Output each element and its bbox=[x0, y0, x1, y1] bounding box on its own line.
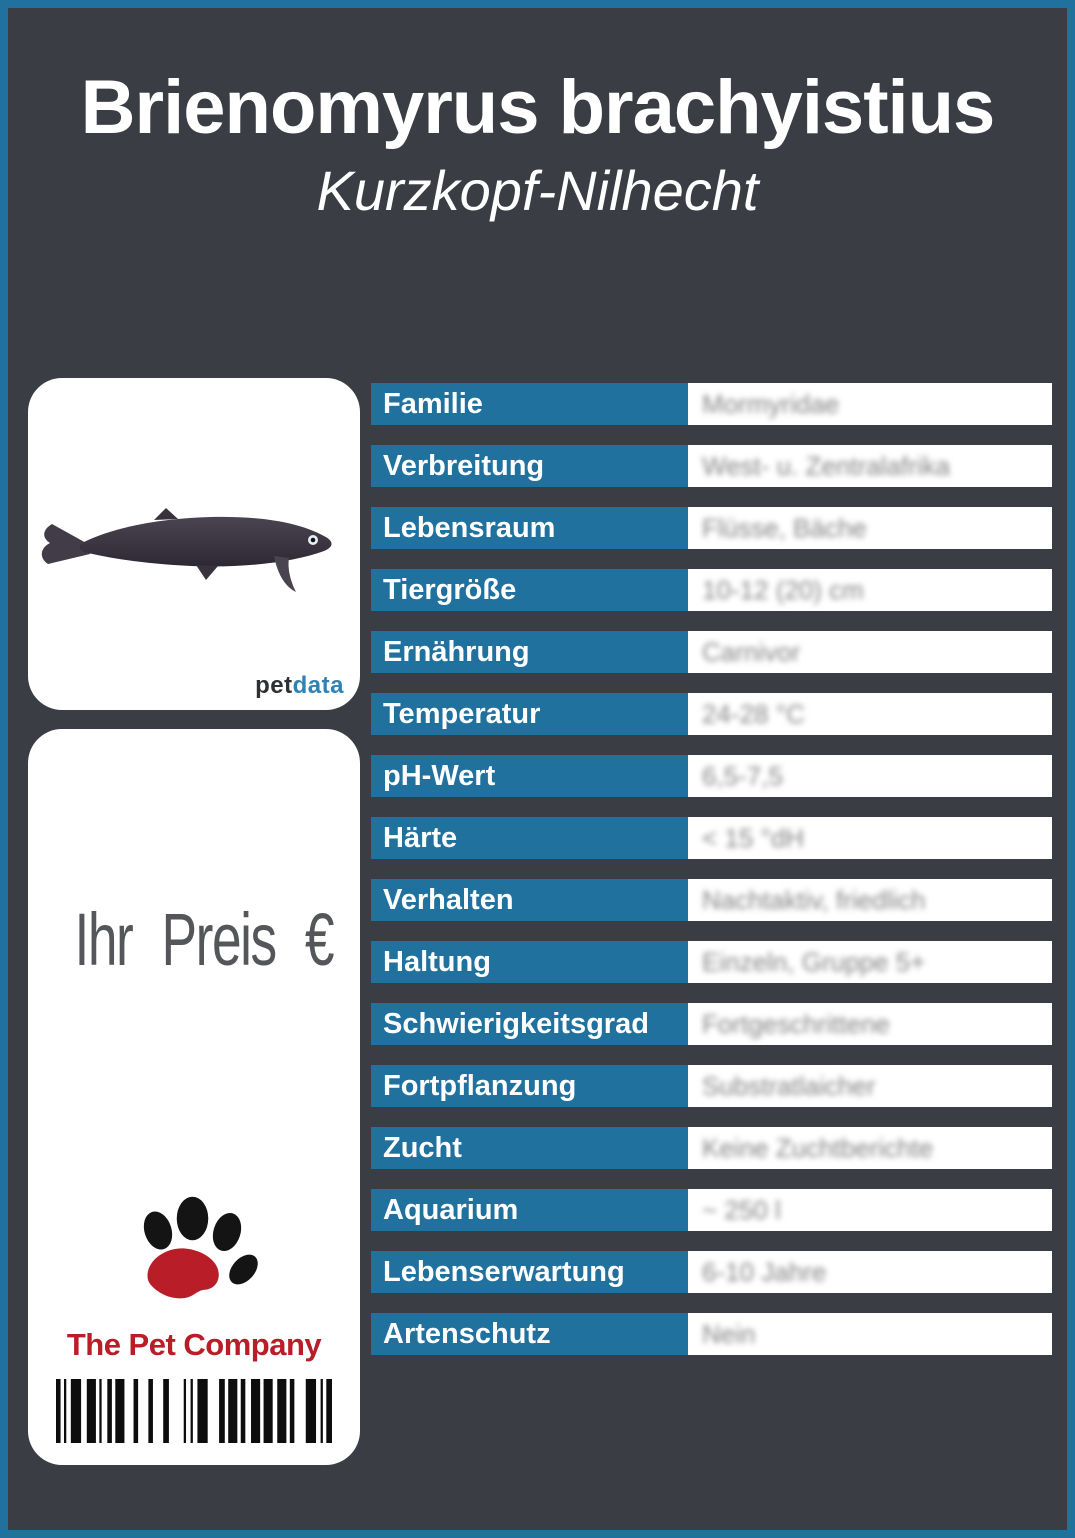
table-row: Familie Mormyridae bbox=[371, 383, 1052, 425]
row-label: Verbreitung bbox=[371, 445, 688, 487]
row-label: pH-Wert bbox=[371, 755, 688, 797]
table-row: Lebenserwartung 6-10 Jahre bbox=[371, 1251, 1052, 1293]
table-row: Verhalten Nachtaktiv, friedlich bbox=[371, 879, 1052, 921]
table-row: Verbreitung West- u. Zentralafrika bbox=[371, 445, 1052, 487]
row-value-cell: ~ 250 l bbox=[688, 1189, 1052, 1231]
row-label: Aquarium bbox=[371, 1189, 688, 1231]
row-label: Lebenserwartung bbox=[371, 1251, 688, 1293]
price-label: Ihr Preis € bbox=[74, 898, 334, 981]
row-value: ~ 250 l bbox=[702, 1195, 781, 1225]
row-value: Substratlaicher bbox=[702, 1071, 876, 1101]
paw-print-icon bbox=[119, 1191, 269, 1327]
row-value: Nachtaktiv, friedlich bbox=[702, 885, 926, 915]
barcode bbox=[56, 1379, 332, 1443]
table-row: Ernährung Carnivor bbox=[371, 631, 1052, 673]
row-value-cell: 6,5-7,5 bbox=[688, 755, 1052, 797]
row-value: Fortgeschrittene bbox=[702, 1009, 890, 1039]
spec-table: Familie Mormyridae Verbreitung West- u. … bbox=[371, 383, 1052, 1375]
table-row: Artenschutz Nein bbox=[371, 1313, 1052, 1355]
row-value: Einzeln, Gruppe 5+ bbox=[702, 947, 926, 977]
row-label: Fortpflanzung bbox=[371, 1065, 688, 1107]
table-row: Aquarium ~ 250 l bbox=[371, 1189, 1052, 1231]
row-label: Tiergröße bbox=[371, 569, 688, 611]
row-label: Schwierigkeitsgrad bbox=[371, 1003, 688, 1045]
row-value: Nein bbox=[702, 1319, 756, 1349]
row-value-cell: Substratlaicher bbox=[688, 1065, 1052, 1107]
row-label: Haltung bbox=[371, 941, 688, 983]
row-value: Carnivor bbox=[702, 637, 801, 667]
row-value: West- u. Zentralafrika bbox=[702, 451, 951, 481]
row-value-cell: 6-10 Jahre bbox=[688, 1251, 1052, 1293]
row-label: Lebensraum bbox=[371, 507, 688, 549]
row-label: Härte bbox=[371, 817, 688, 859]
row-label: Ernährung bbox=[371, 631, 688, 673]
petdata-logo: petdata bbox=[255, 672, 344, 700]
row-value: 6,5-7,5 bbox=[702, 761, 783, 791]
row-value: Flüsse, Bäche bbox=[702, 513, 867, 543]
table-row: Tiergröße 10-12 (20) cm bbox=[371, 569, 1052, 611]
row-value-cell: Carnivor bbox=[688, 631, 1052, 673]
photo-card: petdata bbox=[28, 378, 360, 710]
row-value-cell: 10-12 (20) cm bbox=[688, 569, 1052, 611]
table-row: pH-Wert 6,5-7,5 bbox=[371, 755, 1052, 797]
row-value: < 15 °dH bbox=[702, 823, 805, 853]
row-label: Zucht bbox=[371, 1127, 688, 1169]
row-value-cell: Nachtaktiv, friedlich bbox=[688, 879, 1052, 921]
row-value-cell: Mormyridae bbox=[688, 383, 1052, 425]
table-row: Temperatur 24-28 °C bbox=[371, 693, 1052, 735]
row-value: Mormyridae bbox=[702, 389, 840, 419]
fish-photo bbox=[36, 486, 352, 616]
row-value: Keine Zuchtberichte bbox=[702, 1133, 934, 1163]
row-value-cell: Fortgeschrittene bbox=[688, 1003, 1052, 1045]
row-value-cell: Flüsse, Bäche bbox=[688, 507, 1052, 549]
row-label: Verhalten bbox=[371, 879, 688, 921]
price-card: Ihr Preis € The Pet Company bbox=[28, 729, 360, 1465]
row-value: 6-10 Jahre bbox=[702, 1257, 827, 1287]
table-row: Härte < 15 °dH bbox=[371, 817, 1052, 859]
row-value-cell: Nein bbox=[688, 1313, 1052, 1355]
row-value-cell: Keine Zuchtberichte bbox=[688, 1127, 1052, 1169]
row-value-cell: Einzeln, Gruppe 5+ bbox=[688, 941, 1052, 983]
fish-illustration bbox=[41, 508, 332, 592]
table-row: Schwierigkeitsgrad Fortgeschrittene bbox=[371, 1003, 1052, 1045]
header: Brienomyrus brachyistius Kurzkopf-Nilhec… bbox=[8, 8, 1067, 221]
table-row: Lebensraum Flüsse, Bäche bbox=[371, 507, 1052, 549]
row-value: 24-28 °C bbox=[702, 699, 805, 729]
row-value-cell: West- u. Zentralafrika bbox=[688, 445, 1052, 487]
row-value-cell: < 15 °dH bbox=[688, 817, 1052, 859]
company-name: The Pet Company bbox=[66, 1327, 322, 1362]
row-label: Familie bbox=[371, 383, 688, 425]
petdata-logo-pet: pet bbox=[255, 672, 293, 699]
species-common-name: Kurzkopf-Nilhecht bbox=[316, 158, 759, 222]
row-label: Temperatur bbox=[371, 693, 688, 735]
species-scientific-name: Brienomyrus brachyistius bbox=[80, 65, 996, 150]
table-row: Haltung Einzeln, Gruppe 5+ bbox=[371, 941, 1052, 983]
petdata-logo-data: data bbox=[292, 672, 344, 699]
row-label: Artenschutz bbox=[371, 1313, 688, 1355]
table-row: Zucht Keine Zuchtberichte bbox=[371, 1127, 1052, 1169]
row-value-cell: 24-28 °C bbox=[688, 693, 1052, 735]
table-row: Fortpflanzung Substratlaicher bbox=[371, 1065, 1052, 1107]
row-value: 10-12 (20) cm bbox=[702, 575, 864, 605]
